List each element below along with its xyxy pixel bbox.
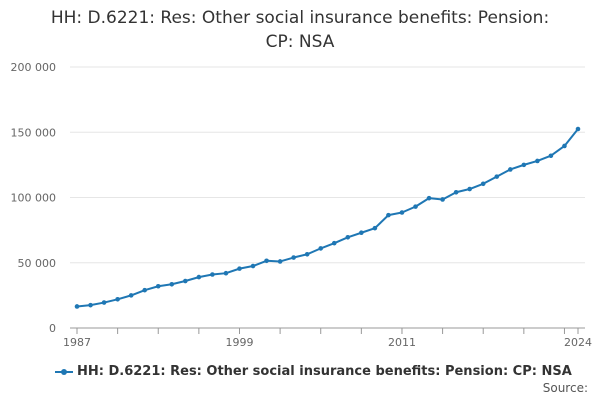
legend[interactable]: HH: D.6221: Res: Other social insurance …: [55, 364, 572, 379]
y-tick-label: 50 000: [18, 257, 57, 270]
data-point: [291, 255, 296, 260]
y-tick-label: 0: [49, 322, 56, 335]
data-point: [264, 258, 269, 264]
legend-label: HH: D.6221: Res: Other social insurance …: [77, 364, 572, 379]
legend-swatch-icon: [55, 365, 73, 379]
data-point: [575, 126, 581, 132]
data-point: [413, 204, 418, 209]
data-point: [440, 197, 445, 202]
y-tick-label: 100 000: [11, 192, 57, 205]
data-point: [223, 270, 229, 276]
x-tick-label: 1999: [225, 336, 253, 349]
data-point: [494, 174, 500, 179]
data-point: [277, 259, 283, 264]
data-point: [480, 181, 486, 187]
data-point: [210, 272, 215, 277]
data-point: [548, 153, 554, 159]
data-point: [345, 235, 351, 240]
data-point: [304, 251, 310, 257]
data-point: [128, 293, 134, 298]
data-point: [331, 240, 337, 246]
data-point: [250, 263, 256, 269]
y-tick-label: 200 000: [11, 61, 57, 74]
data-point: [359, 230, 364, 236]
data-point: [453, 189, 459, 195]
x-tick-label: 1987: [63, 336, 91, 349]
x-tick-label: 2011: [388, 336, 416, 349]
data-point: [142, 287, 148, 293]
data-point: [562, 143, 567, 149]
data-point: [183, 278, 188, 284]
y-tick-label: 150 000: [11, 126, 57, 139]
data-point: [169, 281, 175, 287]
data-point: [115, 296, 120, 302]
data-point: [318, 246, 324, 251]
data-point: [521, 162, 527, 168]
data-point: [467, 186, 472, 192]
data-point: [507, 167, 513, 172]
data-point: [196, 274, 202, 280]
series-line: [76, 128, 579, 308]
data-point: [372, 225, 378, 231]
chart-title: HH: D.6221: Res: Other social insurance …: [0, 6, 600, 54]
data-point: [426, 195, 432, 201]
chart-title-line-1: HH: D.6221: Res: Other social insurance …: [50, 8, 550, 28]
data-point: [101, 300, 107, 305]
x-tick-label: 2024: [564, 336, 592, 349]
data-point: [399, 210, 405, 215]
data-point: [535, 158, 540, 164]
data-point: [74, 304, 80, 309]
data-point: [88, 302, 93, 308]
data-point: [155, 283, 161, 289]
source-label: Source:: [542, 381, 588, 395]
data-point: [386, 212, 391, 218]
chart-title-line-2: CP: NSA: [265, 32, 335, 52]
data-point: [237, 266, 242, 271]
